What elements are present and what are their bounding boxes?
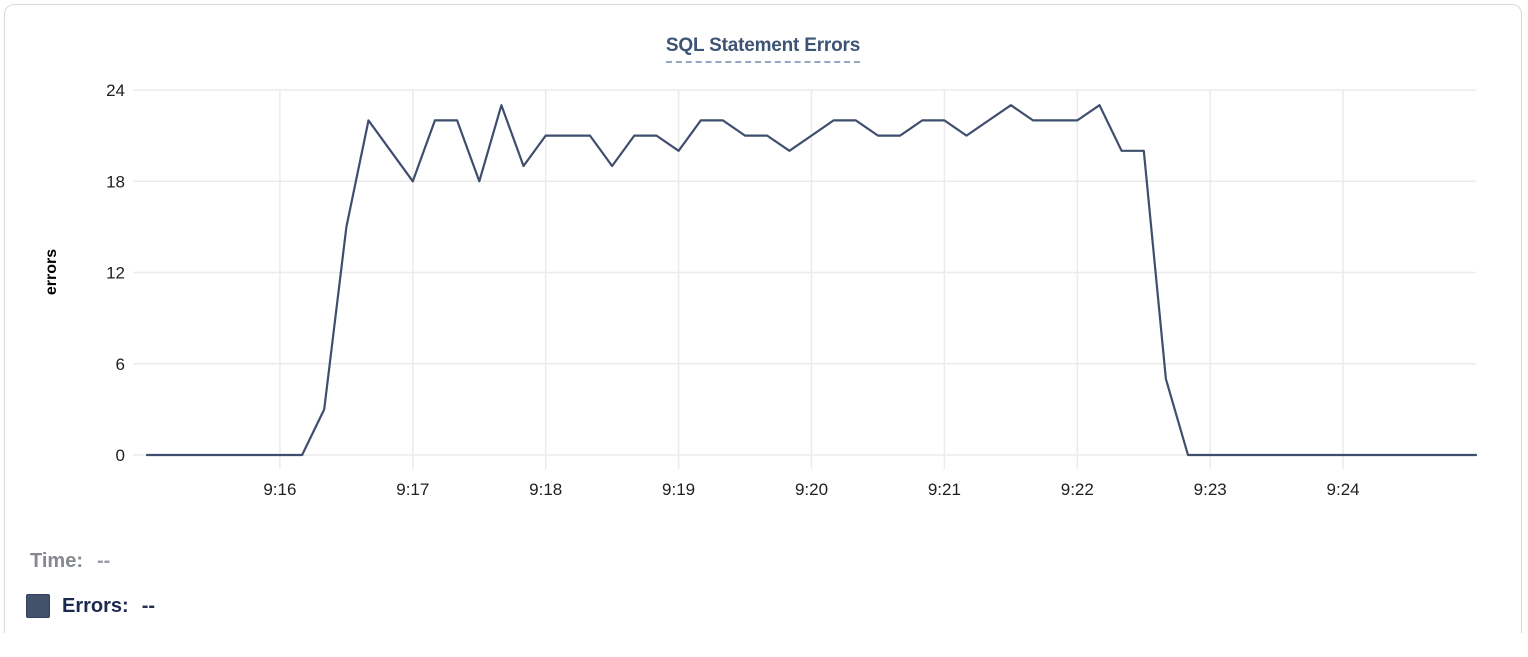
errors-series-swatch: [26, 594, 50, 618]
legend-errors-value: --: [141, 594, 156, 617]
x-tick-label-9:21: 9:21: [928, 480, 961, 499]
legend-time-value: --: [96, 550, 111, 572]
y-tick-label-0: 0: [116, 446, 125, 465]
y-tick-label-6: 6: [116, 355, 125, 374]
legend-time-row: Time: --: [30, 550, 110, 573]
y-tick-label-12: 12: [106, 264, 125, 283]
x-tick-label-9:19: 9:19: [662, 480, 695, 499]
y-tick-label-24: 24: [106, 81, 125, 100]
chart-header: SQL Statement Errors: [5, 35, 1521, 63]
legend-errors-row: Errors: --: [26, 594, 155, 618]
legend-errors-label: Errors:: [62, 594, 129, 617]
x-tick-label-9:20: 9:20: [795, 480, 828, 499]
x-tick-label-9:22: 9:22: [1061, 480, 1094, 499]
x-tick-label-9:18: 9:18: [529, 480, 562, 499]
y-tick-label-18: 18: [106, 172, 125, 191]
sql-errors-line-chart[interactable]: 0 6 12 18 24 9:16 9:17 9:18 9:19 9:20 9:21 9:22 9:23…: [5, 5, 1528, 657]
x-tick-label-9:23: 9:23: [1194, 480, 1227, 499]
chart-title-link[interactable]: SQL Statement Errors: [665, 35, 860, 63]
errors-series-line[interactable]: [145, 104, 1478, 457]
y-axis-title: errors: [43, 248, 60, 296]
x-tick-label-9:24: 9:24: [1327, 480, 1360, 499]
x-tick-label-9:16: 9:16: [263, 480, 296, 499]
legend-time-label: Time:: [30, 550, 83, 572]
x-tick-label-9:17: 9:17: [396, 480, 429, 499]
chart-card: SQL Statement Errors 0 6 12 18 24 9:16 9:17 9:1…: [4, 4, 1522, 633]
